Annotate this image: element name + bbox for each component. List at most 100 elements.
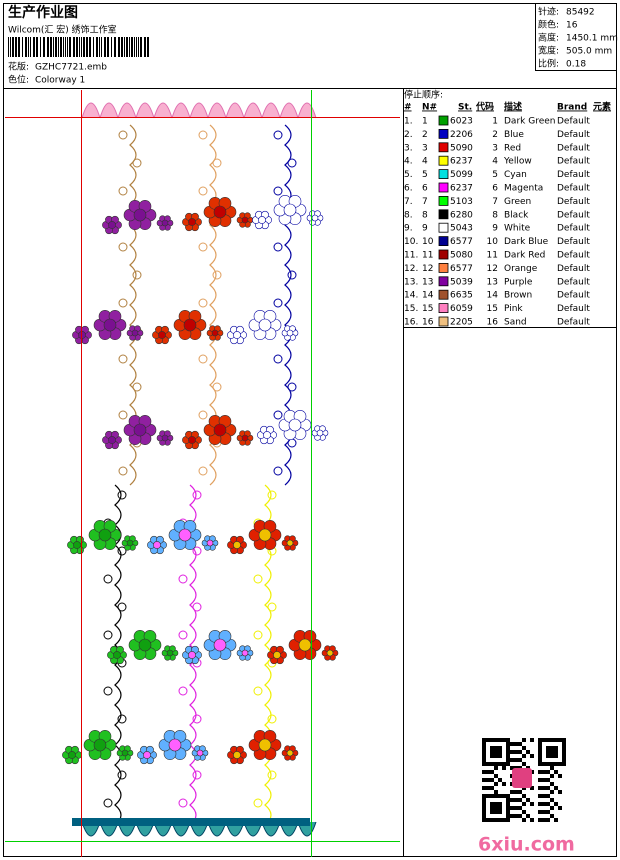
leaf bbox=[267, 770, 277, 780]
bar-stripe bbox=[63, 37, 64, 57]
column-header: 代码 bbox=[475, 101, 494, 113]
qr-module bbox=[506, 794, 510, 798]
needle: 1 bbox=[422, 117, 428, 127]
leaf bbox=[117, 714, 127, 724]
leaf bbox=[118, 130, 128, 140]
bar-stripe bbox=[43, 37, 45, 57]
flower-center bbox=[326, 649, 334, 657]
leaf bbox=[273, 186, 283, 196]
bar-stripe bbox=[99, 37, 100, 57]
qr-module bbox=[494, 806, 498, 810]
leaf bbox=[132, 158, 142, 168]
qr-module bbox=[506, 798, 510, 802]
leaf bbox=[192, 770, 202, 780]
flower-center bbox=[108, 221, 116, 229]
leaf bbox=[267, 714, 277, 724]
qr-module bbox=[482, 754, 486, 758]
flower-center bbox=[258, 528, 272, 542]
color-swatch bbox=[438, 195, 449, 206]
qr-module bbox=[510, 798, 514, 802]
stat-value: 505.0 mm bbox=[566, 47, 612, 57]
stat-value: 85492 bbox=[566, 8, 595, 18]
color-swatch bbox=[438, 316, 449, 327]
stitches: 2205 bbox=[450, 318, 473, 328]
brand: Default bbox=[557, 251, 590, 261]
leaf bbox=[287, 158, 297, 168]
needle: 9 bbox=[422, 224, 428, 234]
lace-scallop bbox=[243, 102, 263, 119]
leaf bbox=[253, 686, 263, 696]
leaf bbox=[212, 270, 222, 280]
bar-stripe bbox=[50, 37, 52, 57]
qr-module bbox=[510, 750, 514, 754]
qr-module bbox=[558, 738, 562, 742]
lace-scallop bbox=[153, 102, 173, 119]
qr-module bbox=[542, 762, 546, 766]
page-border bbox=[3, 3, 617, 857]
color-swatch bbox=[438, 155, 449, 166]
leaf bbox=[198, 298, 208, 308]
qr-module bbox=[498, 746, 502, 750]
leaf bbox=[253, 798, 263, 808]
flower-center bbox=[131, 329, 139, 337]
color-swatch bbox=[438, 128, 449, 139]
column-header: # bbox=[404, 103, 412, 113]
lace-scallop bbox=[279, 102, 299, 119]
leaf bbox=[178, 630, 188, 640]
brand: Default bbox=[557, 318, 590, 328]
flower-center bbox=[68, 751, 76, 759]
row-number: 9. bbox=[404, 224, 413, 234]
qr-module bbox=[486, 786, 490, 790]
lace-scallop bbox=[135, 102, 155, 119]
qr-module bbox=[490, 738, 494, 742]
bar-stripe bbox=[36, 37, 38, 57]
stats-box bbox=[535, 3, 617, 71]
flower-center bbox=[241, 434, 249, 442]
stat-value: 1450.1 mm bbox=[566, 34, 618, 44]
brand: Default bbox=[557, 291, 590, 301]
code: 6 bbox=[492, 184, 498, 194]
qr-module bbox=[558, 762, 562, 766]
flower-center bbox=[178, 528, 192, 542]
color-swatch bbox=[438, 182, 449, 193]
qr-module bbox=[546, 802, 550, 806]
bar-stripe bbox=[121, 37, 123, 57]
leaf bbox=[273, 410, 283, 420]
bar-stripe bbox=[140, 37, 142, 57]
bar-stripe bbox=[65, 37, 66, 57]
qr-module bbox=[550, 782, 554, 786]
bar-stripe bbox=[73, 37, 75, 57]
flower-center bbox=[188, 651, 196, 659]
color-swatch bbox=[438, 236, 449, 247]
qr-module bbox=[482, 818, 486, 822]
bar-stripe bbox=[25, 37, 27, 57]
flower-center bbox=[161, 219, 169, 227]
qr-module bbox=[562, 754, 566, 758]
qr-module bbox=[506, 806, 510, 810]
needle: 13 bbox=[422, 277, 433, 287]
needle: 16 bbox=[422, 318, 434, 328]
leaf bbox=[253, 630, 263, 640]
leaf bbox=[198, 354, 208, 364]
bar-stripe bbox=[10, 37, 11, 57]
stat-label: 针迹: bbox=[538, 6, 559, 18]
qr-module bbox=[530, 802, 534, 806]
leaf bbox=[117, 770, 127, 780]
qr-module bbox=[518, 758, 522, 762]
bar-stripe bbox=[147, 37, 149, 57]
qr-module bbox=[554, 818, 558, 822]
qr-module bbox=[482, 794, 486, 798]
flower-center bbox=[233, 751, 241, 759]
needle: 8 bbox=[422, 210, 428, 220]
description: Dark Blue bbox=[504, 237, 549, 247]
brand: Default bbox=[557, 210, 590, 220]
qr-module bbox=[482, 778, 486, 782]
lace-scallop bbox=[189, 102, 209, 119]
leaf bbox=[198, 130, 208, 140]
qr-module bbox=[494, 794, 498, 798]
row-number: 3. bbox=[404, 143, 413, 153]
code: 13 bbox=[487, 277, 498, 287]
qr-module bbox=[506, 810, 510, 814]
leaf bbox=[178, 574, 188, 584]
brand: Default bbox=[557, 184, 590, 194]
